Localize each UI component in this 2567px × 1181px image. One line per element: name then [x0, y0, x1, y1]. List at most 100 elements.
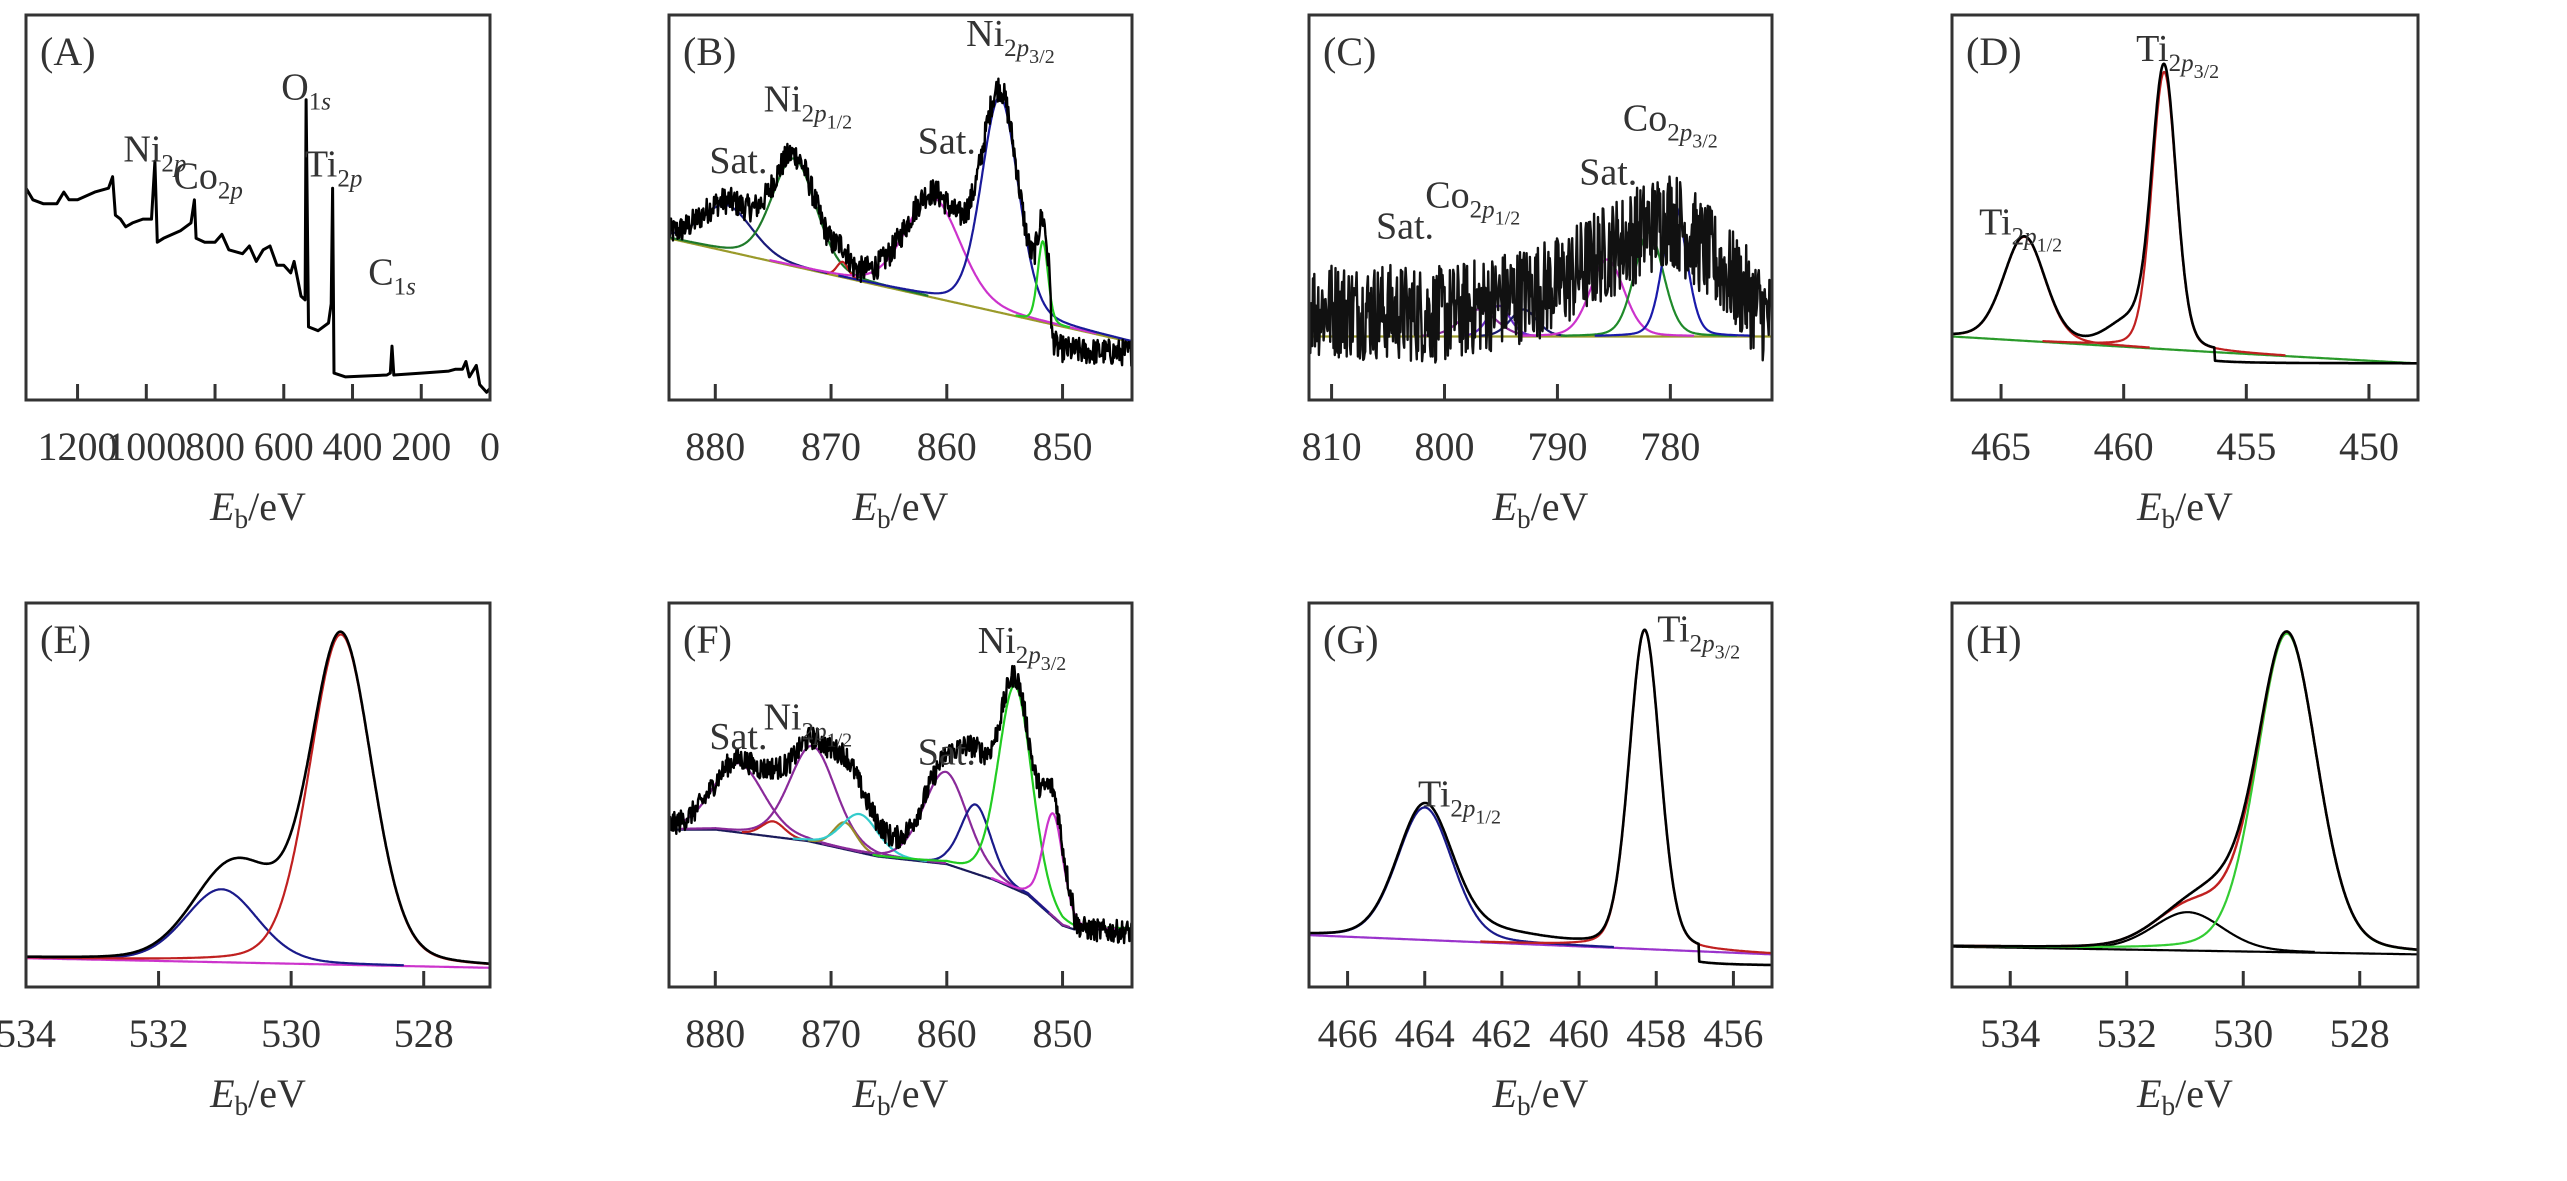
fit-component-8 [872, 684, 1132, 930]
x-tick-label: 0 [480, 424, 500, 469]
peak-annotation: Ni2p1/2 [764, 697, 853, 752]
survey-spectrum-line [26, 98, 490, 394]
fit-component-3 [741, 820, 805, 841]
x-tick-label: 528 [2330, 1011, 2390, 1056]
raw-spectrum-line [1952, 630, 2418, 951]
axes-frame [1950, 13, 2420, 402]
x-tick-label: 600 [254, 424, 314, 469]
peak-annotation: Ti2p1/2 [1418, 774, 1501, 829]
x-tick-label: 534 [0, 1011, 56, 1056]
axes-frame [1307, 601, 1774, 989]
panel-b: 880 870 860 850 Eb/eV (B) Sat. Ni2p1/2 Sat. Ni2p3… [667, 13, 1134, 534]
x-tick-label: 780 [1640, 424, 1700, 469]
x-tick-label: 880 [685, 1011, 745, 1056]
x-axis-title: Eb/eV [852, 1071, 949, 1121]
panel-label: (D) [1966, 29, 2022, 74]
x-tick-label: 456 [1703, 1011, 1763, 1056]
panel-d: 465 460 455 450 Eb/eV (D) Ti2p1/2 Ti2p3/2 [1950, 13, 2420, 534]
x-tick-label: 800 [1415, 424, 1475, 469]
fit-component-5 [837, 95, 1132, 343]
x-tick-label: 810 [1302, 424, 1362, 469]
background-line [1952, 945, 2418, 956]
raw-spectrum-line [669, 77, 1132, 368]
plot-area [1309, 628, 1772, 967]
fit-component-9 [990, 812, 1116, 930]
x-tick-label: 850 [1033, 424, 1093, 469]
x-tick-label: 530 [261, 1011, 321, 1056]
panel-h: 534 532 530 528 Eb/eV (H) [1950, 601, 2420, 1121]
x-tick-label: 458 [1626, 1011, 1686, 1056]
x-tick-label: 860 [917, 424, 977, 469]
x-tick-label: 860 [917, 1011, 977, 1056]
peak-annotation: Co2p3/2 [1623, 98, 1718, 153]
fit-component-2 [26, 633, 490, 966]
plot-area [26, 98, 490, 394]
peak-annotation: Ti2p3/2 [1657, 608, 1740, 663]
panel-g: 466 464 462 460 458 456 Eb/eV (G) Ti2p1/2 Ti2p3/2 [1307, 601, 1774, 1121]
x-tick-label: 1200 [38, 424, 118, 469]
x-tick-label: 850 [1033, 1011, 1093, 1056]
plot-area [669, 77, 1132, 368]
fit-component-6 [821, 770, 1071, 929]
x-tick-label: 464 [1395, 1011, 1455, 1056]
x-tick-label: 532 [2097, 1011, 2157, 1056]
x-tick-label: 1000 [106, 424, 186, 469]
x-axis-title: Eb/eV [2136, 484, 2233, 534]
fit-component-1 [39, 888, 404, 967]
x-tick-label: 465 [1971, 424, 2031, 469]
panel-label: (A) [40, 29, 96, 74]
fit-component-6 [1015, 239, 1071, 329]
peak-annotation: Co2p [173, 155, 242, 204]
peak-annotation: Ni2p [123, 128, 186, 177]
panel-c: 810 800 790 780Eb/eV(C)Sat.Co2p1/2Sat.Co2p3… [1302, 13, 1774, 534]
axes-frame [667, 13, 1134, 402]
x-tick-label: 466 [1318, 1011, 1378, 1056]
raw-spectrum-line [26, 630, 490, 965]
plot-area [1952, 62, 2418, 365]
peak-annotation: Ni2p3/2 [966, 13, 1055, 68]
x-tick-label: 530 [2213, 1011, 2273, 1056]
fit-component-2 [669, 157, 929, 297]
x-axis-title: Eb/eV [852, 484, 949, 534]
x-axis-title: Eb/eV [1492, 1071, 1589, 1121]
panel-e: 534 532 530 528 Eb/eV (E) [0, 601, 492, 1121]
background-line [26, 957, 490, 969]
axes-frame [1950, 601, 2420, 989]
x-tick-label: 528 [394, 1011, 454, 1056]
x-axis-title: Eb/eV [209, 1071, 306, 1121]
x-tick-label: 870 [801, 1011, 861, 1056]
x-tick-label: 450 [2339, 424, 2399, 469]
peak-annotation: O1s [281, 67, 331, 116]
background-line [1952, 335, 2418, 365]
x-tick-label: 880 [685, 424, 745, 469]
axes-frame [667, 601, 1134, 989]
background-line [669, 237, 1132, 344]
x-tick-label: 455 [2216, 424, 2276, 469]
panel-label: (B) [683, 29, 736, 74]
raw-spectrum-line [1952, 62, 2418, 365]
x-tick-label: 462 [1472, 1011, 1532, 1056]
x-tick-label: 400 [323, 424, 383, 469]
plot-area [26, 630, 490, 969]
fit-component-5 [792, 812, 928, 863]
fit-component-4 [1520, 258, 1694, 337]
x-axis-title: Eb/eV [209, 484, 306, 534]
axes-frame [24, 13, 492, 402]
panel-label: (F) [683, 617, 732, 662]
background-line [1309, 934, 1772, 956]
raw-spectrum-line [1309, 175, 1772, 364]
peak-annotation: Sat. [709, 716, 767, 758]
fit-component-7 [902, 803, 1050, 914]
x-axis-title: Eb/eV [2136, 1071, 2233, 1121]
panel-label: (E) [40, 617, 91, 662]
peak-annotation: Sat. [1579, 151, 1637, 193]
x-tick-label: 800 [185, 424, 245, 469]
axes-frame [1307, 13, 1774, 402]
x-tick-label: 790 [1527, 424, 1587, 469]
peak-annotation: Sat. [918, 121, 976, 163]
fit-component-2 [678, 744, 947, 865]
x-tick-label: 460 [2094, 424, 2154, 469]
x-tick-label: 460 [1549, 1011, 1609, 1056]
